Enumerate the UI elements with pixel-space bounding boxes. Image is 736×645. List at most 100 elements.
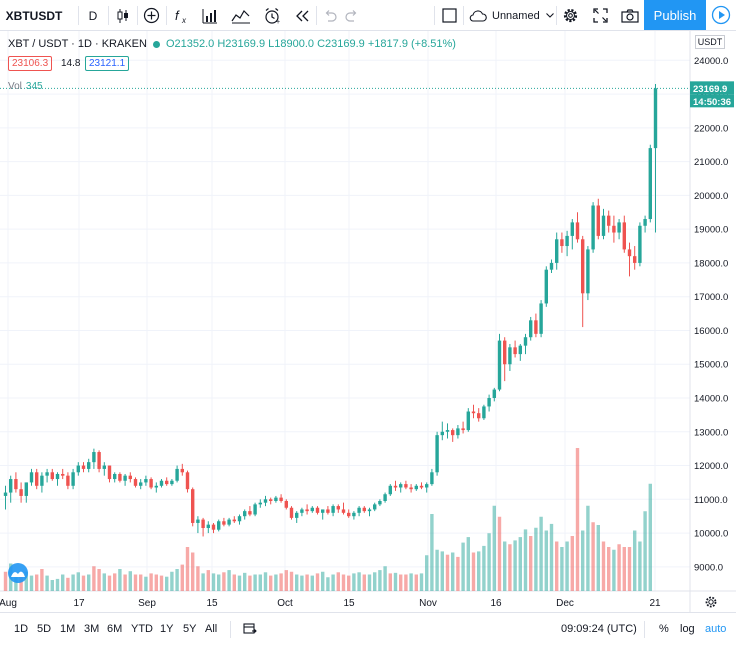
candle-body <box>113 473 117 480</box>
indicator-value-red[interactable]: 23106.3 <box>8 56 53 71</box>
toolbar-divider <box>556 6 557 25</box>
volume-bar <box>466 537 470 591</box>
volume-bar <box>404 574 408 591</box>
volume-bar <box>253 574 257 591</box>
volume-bar <box>274 574 278 591</box>
fullscreen-square-icon[interactable] <box>438 0 460 31</box>
volume-bar <box>341 574 346 591</box>
volume-bar <box>19 574 23 591</box>
volume-bar <box>503 541 507 591</box>
symbol-search-button[interactable]: XBTUSDT <box>0 0 68 31</box>
candle-body <box>180 468 184 473</box>
candle-body <box>362 507 366 512</box>
candle-body <box>331 506 335 513</box>
interval-button[interactable]: D <box>82 0 104 31</box>
volume-bar <box>461 542 465 591</box>
play-circle-icon[interactable] <box>706 0 736 30</box>
candle-body <box>607 215 611 226</box>
price-axis[interactable]: 24000.023000.022000.021000.020000.019000… <box>694 56 728 574</box>
volume-bar <box>175 569 179 591</box>
bottom-divider <box>644 621 645 638</box>
candle-body <box>310 507 314 512</box>
volume-bar <box>565 541 569 591</box>
time-axis[interactable]: Aug 17 Sep 15 Oct 15 Nov 16 Dec 21 <box>0 598 661 609</box>
volume-bar <box>81 575 86 591</box>
settings-gear-icon[interactable] <box>558 0 582 31</box>
range-ytd[interactable]: YTD <box>131 623 153 635</box>
candle-body <box>159 480 164 486</box>
axis-settings-gear-icon[interactable] <box>705 596 717 608</box>
volume-bar <box>237 575 242 591</box>
candle-body <box>487 398 491 407</box>
candle-body <box>591 205 595 250</box>
volume-label: Vol <box>8 81 22 92</box>
candle-body <box>123 475 127 481</box>
volume-bar <box>139 574 143 591</box>
candle-body <box>565 235 569 247</box>
templates-icon[interactable] <box>228 0 254 31</box>
range-1d[interactable]: 1D <box>14 623 29 635</box>
candle-body <box>612 225 616 233</box>
toolbar-divider <box>137 6 138 25</box>
compare-add-icon[interactable] <box>140 0 162 31</box>
range-1y[interactable]: 1Y <box>160 623 174 635</box>
utc-clock[interactable]: 09:09:24 (UTC) <box>561 623 637 635</box>
fullscreen-expand-icon[interactable] <box>588 0 612 31</box>
volume-bar <box>586 505 590 591</box>
volume-bar <box>627 547 632 591</box>
replay-rewind-icon[interactable] <box>290 0 314 31</box>
candle-body <box>482 406 486 419</box>
undo-icon[interactable] <box>320 0 340 31</box>
volume-bar <box>40 569 44 591</box>
candle-body <box>102 465 106 469</box>
range-all[interactable]: All <box>205 623 218 635</box>
toolbar-divider <box>434 6 435 25</box>
redo-icon[interactable] <box>342 0 362 31</box>
price-tick-label: 22000.0 <box>694 123 728 134</box>
range-6m[interactable]: 6M <box>107 623 123 635</box>
price-tick-label: 10000.0 <box>694 529 728 540</box>
svg-text:+: + <box>276 19 280 25</box>
volume-bar <box>206 570 210 591</box>
volume-bar <box>534 527 538 591</box>
log-toggle[interactable]: log <box>680 623 695 635</box>
candle-body <box>55 473 60 480</box>
camera-snapshot-icon[interactable] <box>617 0 643 31</box>
price-chart[interactable]: 24000.023000.022000.021000.020000.019000… <box>0 0 736 612</box>
candles-icon[interactable] <box>112 0 134 31</box>
candle-body <box>575 222 580 240</box>
range-1m[interactable]: 1M <box>60 623 76 635</box>
candle-body <box>279 497 283 501</box>
volume-bar <box>549 523 554 591</box>
volume-bar <box>633 530 637 591</box>
candle-body <box>227 519 231 525</box>
bar-chart-icon[interactable] <box>198 0 222 31</box>
alert-clock-icon[interactable]: + <box>260 0 284 31</box>
volume-bar <box>71 574 75 591</box>
volume-bar <box>310 575 314 591</box>
publish-button[interactable]: Publish <box>644 0 706 30</box>
last-price-tag <box>690 81 734 95</box>
volume-bar <box>248 575 252 591</box>
percent-toggle[interactable]: % <box>659 623 669 635</box>
candle-body <box>118 473 122 481</box>
candle-body <box>258 502 262 505</box>
currency-button[interactable]: USDT <box>695 35 725 49</box>
candle-body <box>50 472 54 480</box>
auto-toggle[interactable]: auto <box>705 623 727 635</box>
layout-menu-button[interactable]: Unnamed <box>466 0 558 31</box>
candle-body <box>321 509 325 513</box>
range-5d[interactable]: 5D <box>37 623 52 635</box>
volume-bar <box>24 571 28 591</box>
candle-body <box>305 509 309 512</box>
candle-body <box>503 340 507 365</box>
candle-body <box>222 521 226 525</box>
range-5y[interactable]: 5Y <box>183 623 197 635</box>
indicator-value-teal[interactable]: 23121.1 <box>85 56 130 71</box>
candle-body <box>471 411 476 414</box>
volume-bar <box>487 533 491 591</box>
range-3m[interactable]: 3M <box>84 623 100 635</box>
go-to-date-icon[interactable] <box>243 613 257 645</box>
candle-body <box>66 475 70 486</box>
